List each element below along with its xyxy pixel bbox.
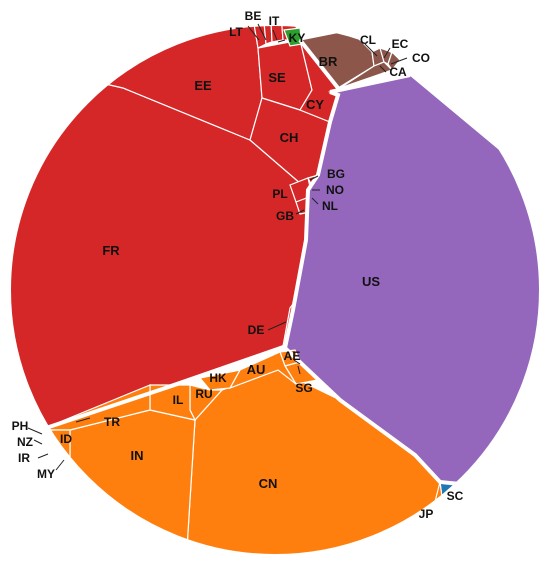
label-NO: NO: [326, 183, 344, 197]
label-CL: CL: [360, 33, 376, 47]
label-BR: BR: [319, 54, 338, 69]
label-AU: AU: [247, 362, 266, 377]
labels: FR EE SE CH CY LT BE IT PL GB BG NO NL D…: [12, 9, 464, 521]
group-borders: [39, 38, 471, 487]
label-NZ: NZ: [17, 435, 33, 449]
cell-CA[interactable]: [339, 61, 394, 89]
label-TR: TR: [104, 415, 120, 429]
label-LT: LT: [229, 25, 243, 39]
cell-HK[interactable]: [198, 369, 242, 391]
label-CH: CH: [280, 130, 299, 145]
label-SE: SE: [268, 70, 286, 85]
label-SG: SG: [295, 381, 312, 395]
label-IR: IR: [18, 451, 30, 465]
label-SC: SC: [447, 489, 464, 503]
label-IN: IN: [131, 448, 144, 463]
label-IL: IL: [173, 393, 184, 407]
label-NL: NL: [322, 199, 338, 213]
label-BE: BE: [245, 9, 262, 23]
label-CY: CY: [306, 97, 324, 112]
label-GB: GB: [276, 209, 294, 223]
label-BG: BG: [327, 167, 345, 181]
label-JP: JP: [419, 507, 434, 521]
label-RU: RU: [195, 387, 212, 401]
label-PH: PH: [12, 419, 29, 433]
label-EC: EC: [392, 37, 409, 51]
chart-outline: [9, 24, 541, 556]
label-FR: FR: [102, 243, 120, 258]
label-DE: DE: [248, 323, 265, 337]
label-MY: MY: [37, 467, 55, 481]
label-ID: ID: [60, 432, 72, 446]
label-HK: HK: [209, 371, 227, 385]
cell-IR[interactable]: [43, 447, 63, 459]
cell-NZ[interactable]: [37, 439, 47, 451]
label-CN: CN: [259, 476, 278, 491]
label-AE: AE: [284, 349, 301, 363]
label-EE: EE: [194, 78, 212, 93]
label-PL: PL: [272, 187, 287, 201]
label-KY: KY: [289, 31, 306, 45]
leader-lines: [27, 23, 408, 471]
label-US: US: [362, 274, 380, 289]
label-CO: CO: [412, 51, 430, 65]
label-IT: IT: [269, 14, 280, 28]
label-CA: CA: [389, 65, 407, 79]
